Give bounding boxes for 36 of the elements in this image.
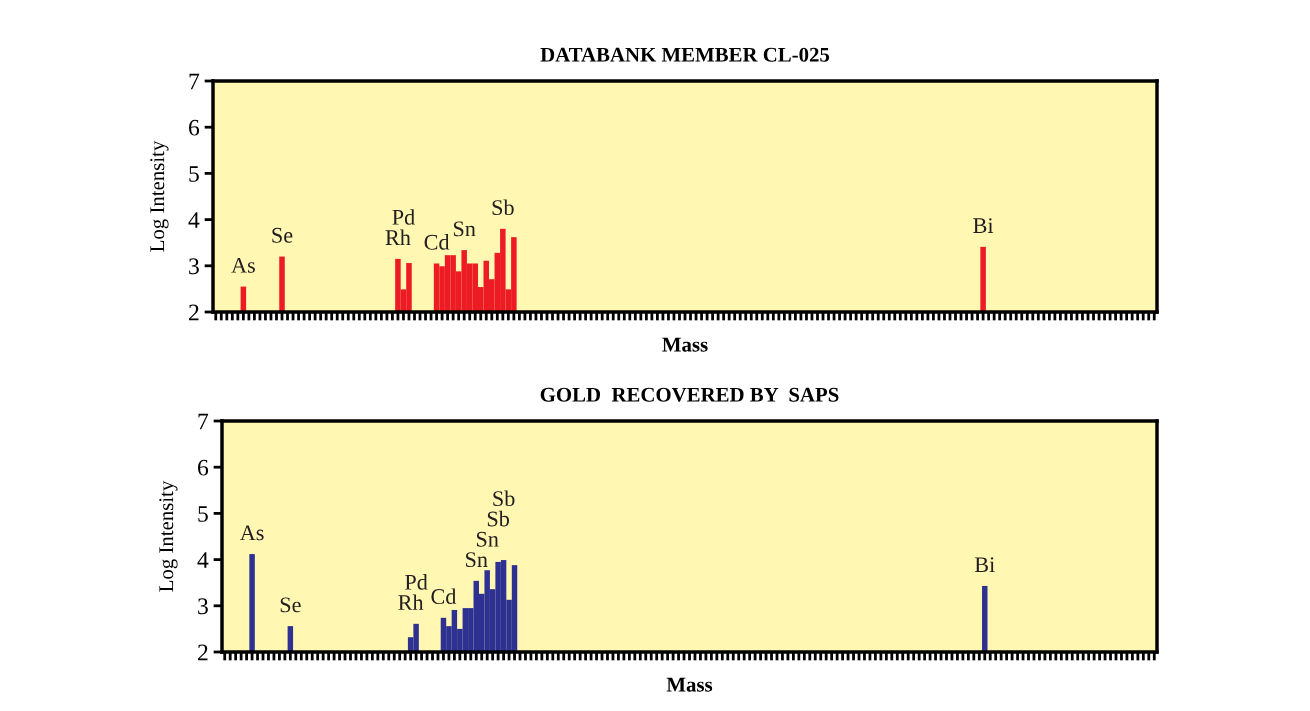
y-tick-label: 5: [198, 506, 208, 522]
data-label: Sb: [487, 510, 510, 527]
data-label: Sb: [493, 490, 515, 507]
y-tick-label: 4: [197, 552, 209, 568]
x-axis-title: Mass: [662, 337, 708, 352]
data-label: Sb: [492, 199, 514, 216]
data-label: Se: [272, 227, 293, 243]
y-tick-label: 6: [189, 119, 200, 136]
data-label: Rh: [385, 229, 411, 245]
y-axis-title: Log Intensity: [159, 480, 178, 592]
chart-title: DATABANK MEMBER CL-025: [540, 47, 830, 62]
data-label: Sn: [466, 552, 488, 568]
data-label: Cd: [431, 588, 457, 605]
y-tick-label: 5: [189, 166, 199, 182]
y-tick-label: 6: [198, 459, 209, 476]
y-tick-label: 2: [198, 644, 208, 661]
data-label: Se: [280, 597, 301, 613]
y-tick-label: 7: [198, 413, 209, 430]
data-label: Bi: [974, 557, 995, 573]
y-axis-title: Log Intensity: [150, 140, 169, 252]
y-tick-label: 3: [198, 598, 208, 615]
chart-title: GOLD RECOVERED BY SAPS: [540, 387, 839, 402]
data-label: As: [239, 525, 264, 541]
data-label: Pd: [392, 209, 415, 225]
y-tick-label: 7: [189, 73, 200, 90]
y-tick-label: 4: [188, 212, 200, 228]
data-label: Bi: [973, 218, 994, 233]
data-label: Sn: [453, 221, 476, 237]
data-label: Cd: [424, 234, 450, 250]
data-label: As: [231, 257, 255, 273]
data-label: Pd: [405, 574, 428, 590]
data-label: Sn: [476, 531, 499, 547]
x-axis-title: Mass: [666, 677, 713, 692]
data-label: Rh: [398, 594, 424, 610]
y-tick-label: 3: [189, 258, 199, 275]
y-tick-label: 2: [189, 304, 199, 321]
